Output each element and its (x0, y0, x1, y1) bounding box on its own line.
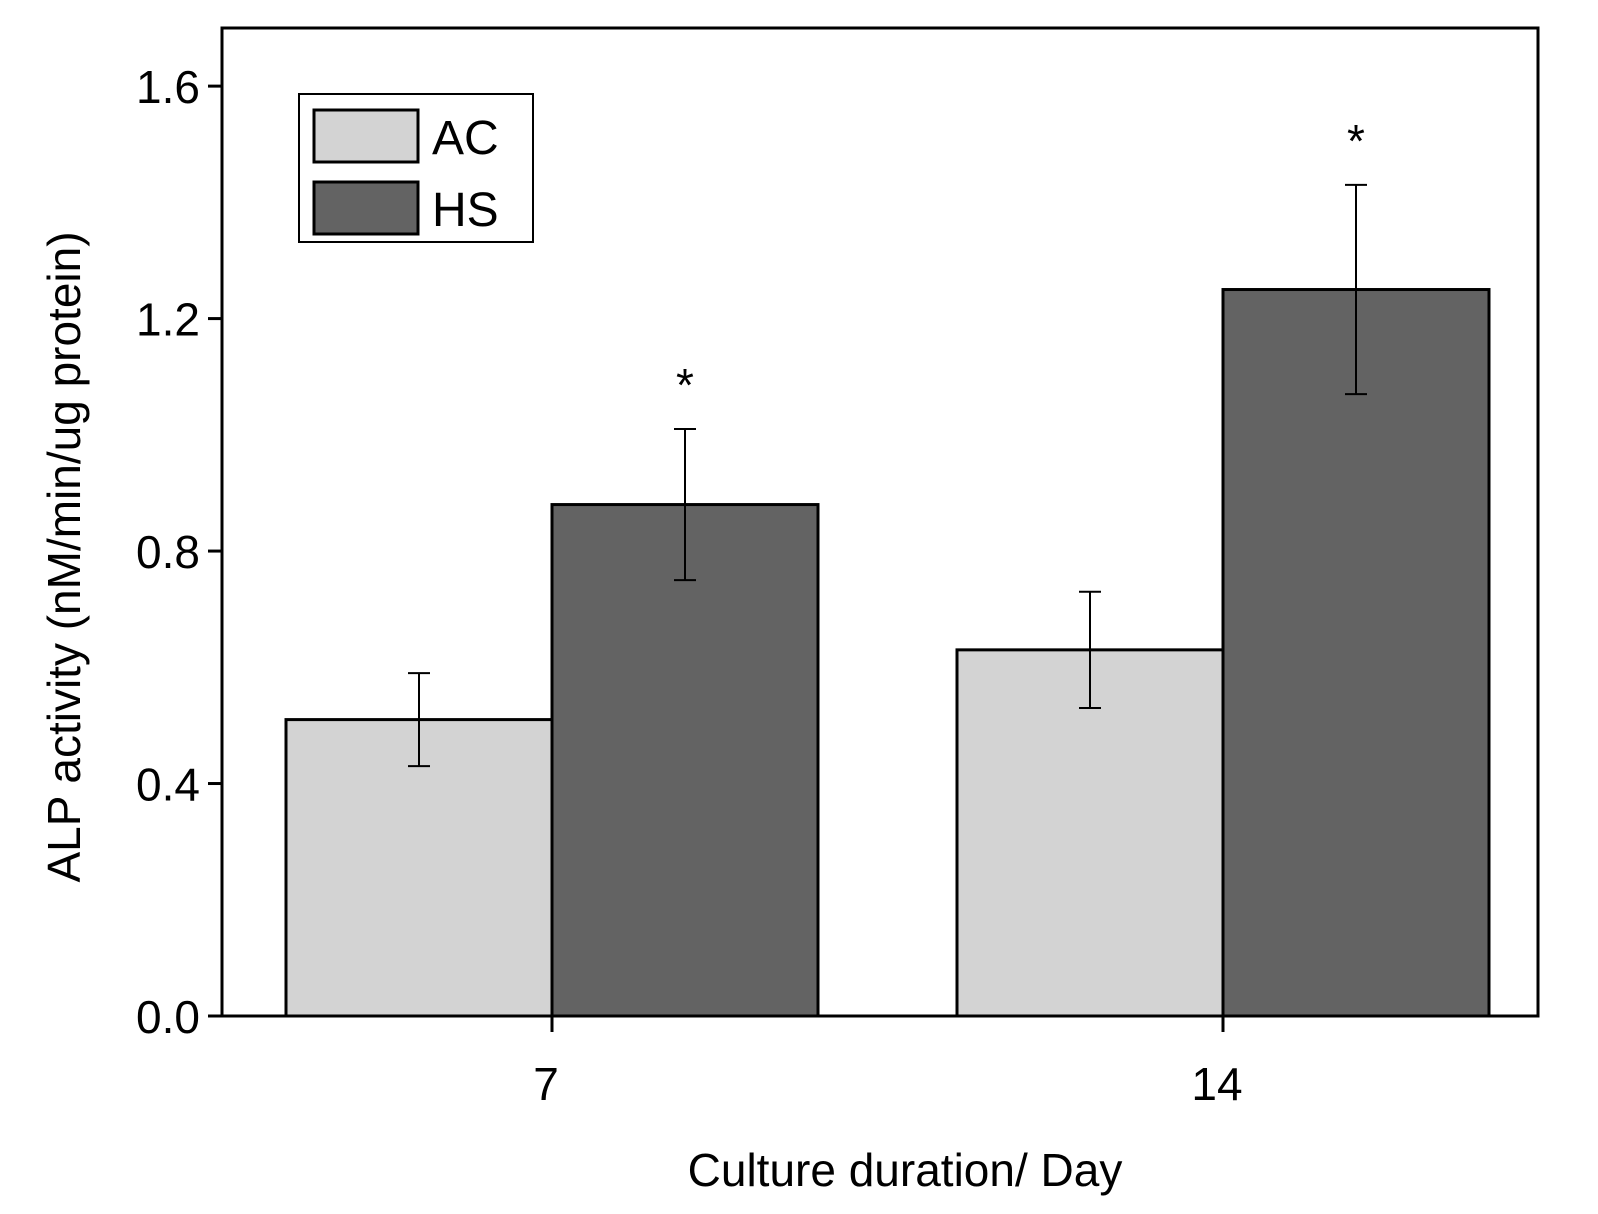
legend-label-hs: HS (432, 184, 499, 237)
error-bar (674, 428, 696, 582)
x-tick-label: 7 (533, 1058, 559, 1110)
y-tick-label: 1.6 (136, 61, 200, 113)
y-tick-label: 0.0 (136, 991, 200, 1043)
plot-frame (220, 26, 1540, 1018)
significance-marker: * (1347, 115, 1365, 167)
legend: AC HS (298, 93, 534, 243)
legend-swatch-hs (312, 180, 420, 236)
x-axis-title: Culture duration/ Day (688, 1144, 1123, 1196)
axes: 0.0 0.4 0.8 1.2 1.6 7 14 (136, 61, 1243, 1110)
significance-marker: * (676, 359, 694, 411)
y-tick-label: 0.4 (136, 759, 200, 811)
y-tick-label: 1.2 (136, 294, 200, 346)
error-bar (1345, 183, 1367, 396)
legend-swatch-ac (312, 108, 420, 164)
bar-hs-day-7 (550, 503, 820, 1018)
bar-hs-day-14 (1221, 288, 1491, 1018)
y-axis-title: ALP activity (nM/min/ug protein) (38, 231, 90, 882)
legend-label-ac: AC (432, 112, 499, 165)
x-tick-label: 14 (1191, 1058, 1242, 1110)
plot-area: ** (284, 115, 1491, 1018)
y-tick-label: 0.8 (136, 526, 200, 578)
bar-ac-day-7 (284, 718, 554, 1018)
error-bar (1079, 590, 1101, 709)
error-bar (408, 672, 430, 768)
